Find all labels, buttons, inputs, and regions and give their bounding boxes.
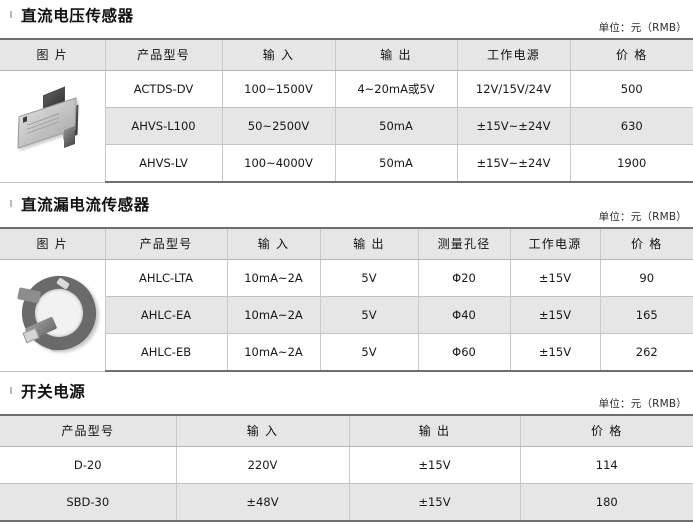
column-header-model: 产品型号	[105, 227, 228, 260]
dc-voltage-sensor-photo	[2, 71, 103, 182]
cell-price: 500	[570, 70, 693, 108]
sensor-din-clip	[64, 125, 75, 149]
cell-model: AHLC-EA	[105, 296, 228, 334]
cell-supply: ±15V	[510, 333, 601, 372]
cell-output: 5V	[320, 333, 419, 372]
column-header-supply: 工作电源	[510, 227, 601, 260]
column-header-output: 输 出	[335, 38, 458, 71]
section-marker-icon	[10, 387, 12, 394]
cell-model: AHLC-EB	[105, 333, 228, 372]
column-header-price: 价 格	[520, 414, 693, 447]
cell-price: 262	[600, 333, 693, 372]
cell-output: ±15V	[349, 446, 521, 484]
cell-input: 220V	[176, 446, 350, 484]
table-row: AHVS-LV 100~4000V 50mA ±15V~±24V 1900	[0, 144, 693, 183]
table-row: D-20 220V ±15V 114	[0, 446, 693, 484]
section-unit-note: 单位：元（RMB）	[598, 211, 687, 223]
column-header-supply: 工作电源	[457, 38, 571, 71]
column-header-photo: 图 片	[0, 227, 106, 260]
section-dc-voltage-sensor: 直流电压传感器 单位：元（RMB） 图 片 产品型号 输 入 输 出 工作电源 …	[0, 0, 693, 183]
cell-model: AHVS-L100	[105, 107, 223, 145]
section-header: 直流电压传感器 单位：元（RMB）	[0, 0, 693, 38]
ring-current-transformer-photo	[2, 260, 103, 371]
cell-supply: ±15V	[510, 259, 601, 297]
product-photo-cell	[0, 70, 106, 183]
column-header-input: 输 入	[176, 414, 350, 447]
cell-model: AHVS-LV	[105, 144, 223, 183]
cell-input: 50~2500V	[222, 107, 336, 145]
cell-supply: ±15V~±24V	[457, 144, 571, 183]
section-marker-icon	[10, 200, 12, 207]
cell-output: 5V	[320, 296, 419, 334]
cell-price: 180	[520, 483, 693, 522]
cell-aperture: Φ40	[418, 296, 511, 334]
column-header-input: 输 入	[222, 38, 336, 71]
section-title: 直流电压传感器	[21, 7, 134, 25]
table-row: SBD-30 ±48V ±15V 180	[0, 483, 693, 522]
table-row: AHLC-EB 10mA~2A 5V Φ60 ±15V 262	[0, 333, 693, 372]
column-header-price: 价 格	[600, 227, 693, 260]
price-list-page: 直流电压传感器 单位：元（RMB） 图 片 产品型号 输 入 输 出 工作电源 …	[0, 0, 693, 508]
price-table-dc-voltage-sensor: 图 片 产品型号 输 入 输 出 工作电源 价 格	[0, 38, 693, 183]
cell-model: ACTDS-DV	[105, 70, 223, 108]
product-photo-cell	[0, 259, 106, 372]
cell-price: 90	[600, 259, 693, 297]
section-unit-note: 单位：元（RMB）	[598, 398, 687, 410]
section-title: 直流漏电流传感器	[21, 196, 150, 214]
cell-input: ±48V	[176, 483, 350, 522]
cell-supply: ±15V	[510, 296, 601, 334]
section-header: 直流漏电流传感器 单位：元（RMB）	[0, 189, 693, 227]
cell-model: D-20	[0, 446, 177, 484]
cell-output: 50mA	[335, 107, 458, 145]
column-header-price: 价 格	[570, 38, 693, 71]
table-row: AHLC-LTA 10mA~2A 5V Φ20 ±15V 90	[0, 259, 693, 372]
cell-output: 50mA	[335, 144, 458, 183]
table-header-row: 产品型号 输 入 输 出 价 格	[0, 414, 693, 447]
cell-input: 100~1500V	[222, 70, 336, 108]
cell-price: 1900	[570, 144, 693, 183]
column-header-photo: 图 片	[0, 38, 106, 71]
column-header-model: 产品型号	[0, 414, 177, 447]
column-header-output: 输 出	[320, 227, 419, 260]
table-header-row: 图 片 产品型号 输 入 输 出 测量孔径 工作电源 价 格	[0, 227, 693, 260]
cell-aperture: Φ60	[418, 333, 511, 372]
cell-supply: 12V/15V/24V	[457, 70, 571, 108]
table-row: AHLC-EA 10mA~2A 5V Φ40 ±15V 165	[0, 296, 693, 334]
column-header-aperture: 测量孔径	[418, 227, 511, 260]
table-row: ACTDS-DV 100~1500V 4~20mA或5V 12V/15V/24V…	[0, 70, 693, 183]
cell-model: AHLC-LTA	[105, 259, 228, 297]
section-title: 开关电源	[21, 383, 86, 401]
cell-input: 10mA~2A	[227, 259, 321, 297]
section-unit-note: 单位：元（RMB）	[598, 22, 687, 34]
table-header-row: 图 片 产品型号 输 入 输 出 工作电源 价 格	[0, 38, 693, 71]
section-switching-power-supply: 开关电源 单位：元（RMB） 产品型号 输 入 输 出 价 格 D-20 220…	[0, 376, 693, 522]
cell-model: SBD-30	[0, 483, 177, 522]
cell-price: 114	[520, 446, 693, 484]
column-header-output: 输 出	[349, 414, 521, 447]
price-table-switching-power-supply: 产品型号 输 入 输 出 价 格 D-20 220V ±15V 114 SBD-…	[0, 414, 693, 522]
cell-price: 630	[570, 107, 693, 145]
price-table-dc-leakage-current-sensor: 图 片 产品型号 输 入 输 出 测量孔径 工作电源 价 格	[0, 227, 693, 372]
cell-aperture: Φ20	[418, 259, 511, 297]
cell-output: ±15V	[349, 483, 521, 522]
cell-price: 165	[600, 296, 693, 334]
section-header: 开关电源 单位：元（RMB）	[0, 376, 693, 414]
cell-output: 4~20mA或5V	[335, 70, 458, 108]
column-header-input: 输 入	[227, 227, 321, 260]
cell-output: 5V	[320, 259, 419, 297]
section-marker-icon	[10, 11, 12, 18]
column-header-model: 产品型号	[105, 38, 223, 71]
table-row: AHVS-L100 50~2500V 50mA ±15V~±24V 630	[0, 107, 693, 145]
section-dc-leakage-current-sensor: 直流漏电流传感器 单位：元（RMB） 图 片 产品型号 输 入 输 出 测量孔径…	[0, 189, 693, 372]
cell-input: 10mA~2A	[227, 333, 321, 372]
cell-supply: ±15V~±24V	[457, 107, 571, 145]
cell-input: 10mA~2A	[227, 296, 321, 334]
cell-input: 100~4000V	[222, 144, 336, 183]
